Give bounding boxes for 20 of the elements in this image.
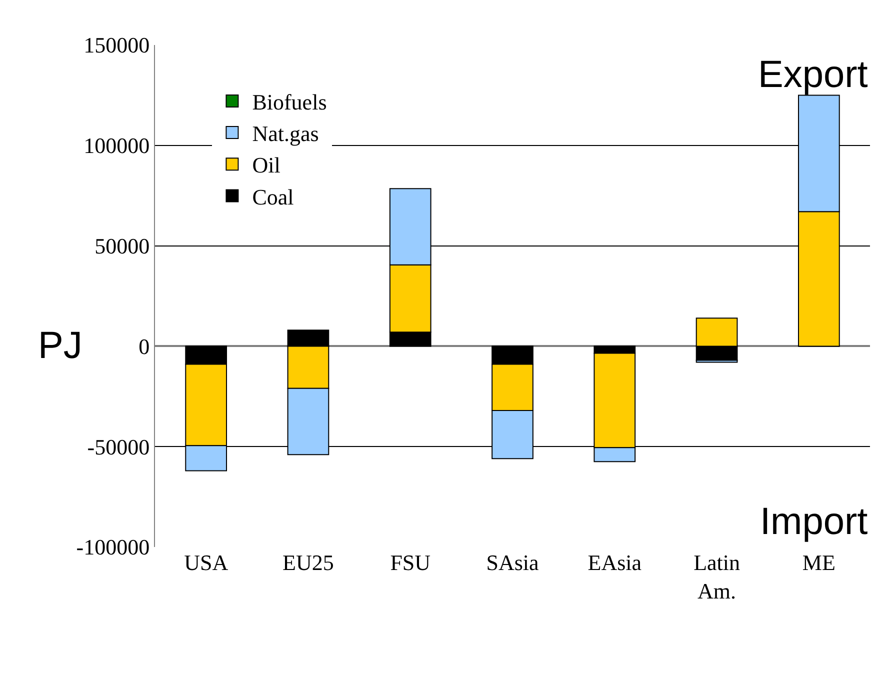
x-tick-label: EU25 [282, 550, 334, 575]
y-tick-label: 50000 [94, 234, 150, 258]
y-tick-label: 100000 [84, 133, 150, 158]
annotation: Export [758, 54, 868, 96]
x-tick-label: Latin Am. [694, 550, 740, 604]
x-tick-label: EAsia [588, 550, 642, 575]
y-tick-label: -100000 [76, 534, 150, 560]
annotation: Import [760, 501, 868, 543]
y-tick-label: 0 [138, 334, 150, 359]
legend-label: Biofuels [252, 90, 327, 115]
y-axis-title: PJ [38, 325, 82, 367]
x-tick-label: FSU [390, 550, 431, 575]
legend-label: Nat.gas [252, 121, 319, 146]
legend-label: Oil [252, 152, 280, 178]
x-tick-label: SAsia [486, 550, 540, 575]
legend-label: Coal [252, 184, 294, 210]
x-tick-label: ME [802, 550, 836, 575]
x-tick-label: USA [184, 550, 228, 575]
y-tick-label: 150000 [84, 32, 150, 58]
y-tick-label: -50000 [87, 434, 150, 460]
